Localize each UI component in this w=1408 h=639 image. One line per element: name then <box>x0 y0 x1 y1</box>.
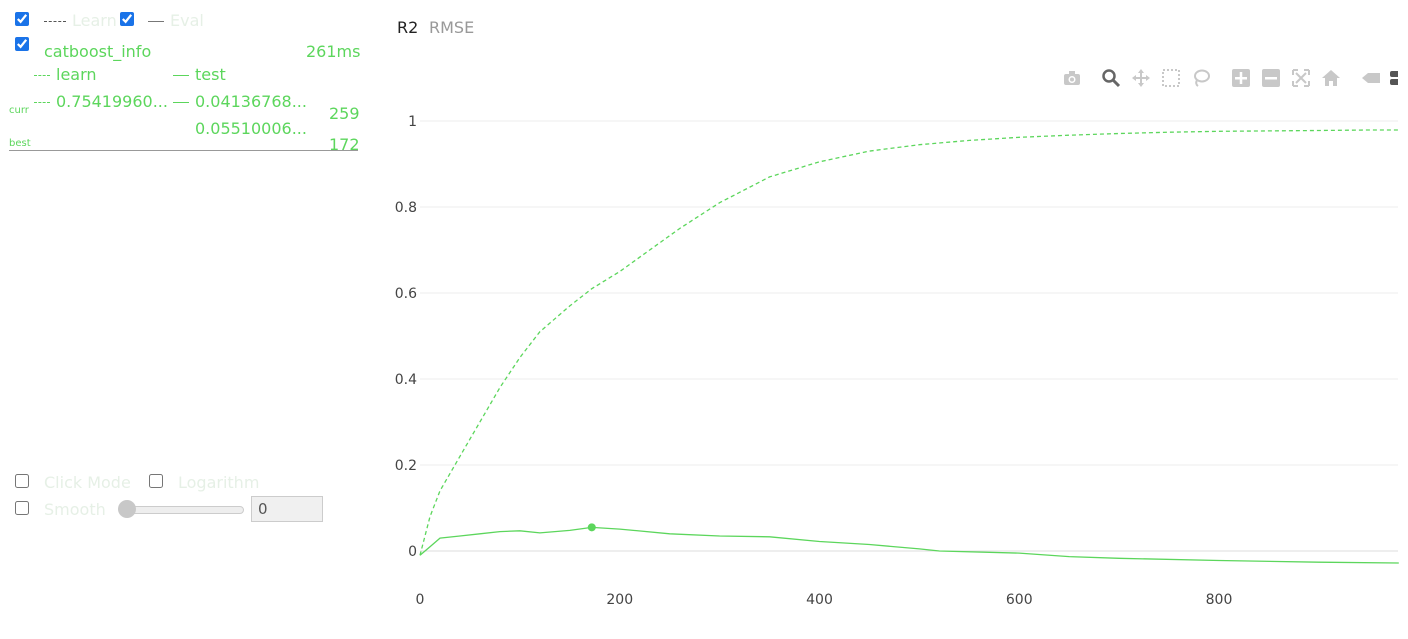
dashed-line-swatch <box>44 21 66 22</box>
learn-toggle-label: Learn <box>72 11 117 30</box>
run-time: 261ms <box>306 42 361 61</box>
series-learn-line <box>419 129 1399 556</box>
smooth-slider-thumb[interactable] <box>118 500 136 518</box>
tab-rmse[interactable]: RMSE <box>429 18 475 37</box>
best-label: best <box>9 138 31 149</box>
test-swatch <box>173 102 189 103</box>
logarithm-checkbox[interactable] <box>149 474 163 488</box>
x-tick-labels: 0 200 400 600 800 <box>416 592 1233 608</box>
reset-axes-icon[interactable] <box>1321 68 1341 88</box>
pan-icon[interactable] <box>1131 68 1151 88</box>
best-point-marker <box>587 523 596 532</box>
curr-test-value: 0.04136768... <box>173 93 307 111</box>
tab-r2[interactable]: R2 <box>397 18 419 37</box>
autoscale-icon[interactable] <box>1291 68 1311 88</box>
zoom-icon[interactable] <box>1101 68 1121 88</box>
run-name: catboost_info <box>44 42 152 61</box>
eval-toggle-label: Eval <box>170 11 204 30</box>
smooth-label: Smooth <box>44 500 106 519</box>
learn-toggle-checkbox[interactable] <box>15 12 29 26</box>
click-mode-label: Click Mode <box>44 473 131 492</box>
y-tick-label: 0.2 <box>395 458 417 474</box>
solid-line-swatch <box>148 21 164 22</box>
y-tick-label: 0.8 <box>395 200 417 216</box>
curr-label: curr <box>9 105 29 116</box>
click-mode-checkbox[interactable] <box>15 474 29 488</box>
zoom-out-icon[interactable] <box>1261 68 1281 88</box>
best-test-value: 0.05510006... <box>195 119 307 138</box>
camera-icon[interactable] <box>1062 68 1082 88</box>
x-tick-label: 600 <box>1006 592 1033 608</box>
y-tick-label: 0.6 <box>395 286 417 302</box>
series-test-line <box>419 526 1399 564</box>
test-swatch <box>173 75 189 76</box>
logarithm-label: Logarithm <box>178 473 260 492</box>
curr-iteration: 259 <box>329 104 360 123</box>
lasso-icon[interactable] <box>1191 68 1211 88</box>
eval-toggle-checkbox[interactable] <box>120 12 134 26</box>
column-test: test <box>173 66 226 84</box>
best-iteration: 172 <box>329 135 360 154</box>
x-tick-label: 400 <box>806 592 833 608</box>
legend-panel: Learn Eval catboost_info 261ms learn tes… <box>0 0 370 639</box>
column-learn: learn <box>34 66 97 84</box>
plot-toolbar <box>1058 0 1408 100</box>
smooth-value-input[interactable] <box>251 496 323 522</box>
learn-toggle: Learn <box>44 12 117 30</box>
gridlines <box>420 120 1398 552</box>
learn-swatch <box>34 102 50 103</box>
eval-toggle: Eval <box>148 12 204 30</box>
spike-lines-icon[interactable] <box>1361 68 1381 88</box>
zoom-in-icon[interactable] <box>1231 68 1251 88</box>
y-tick-label: 0.4 <box>395 372 417 388</box>
best-point[interactable] <box>587 523 596 532</box>
x-tick-label: 200 <box>606 592 633 608</box>
smooth-checkbox[interactable] <box>15 501 29 515</box>
divider <box>9 150 358 151</box>
series-lines <box>419 129 1399 564</box>
y-tick-labels: 0 0.2 0.4 0.6 0.8 1 <box>395 114 417 560</box>
x-tick-label: 0 <box>416 592 425 608</box>
curr-learn-value: 0.75419960... <box>34 93 168 111</box>
box-select-icon[interactable] <box>1161 68 1181 88</box>
hover-compare-icon[interactable] <box>1388 68 1398 88</box>
y-tick-label: 1 <box>408 114 417 130</box>
learn-swatch <box>34 75 50 76</box>
run-checkbox[interactable] <box>15 37 29 51</box>
x-tick-label: 800 <box>1206 592 1233 608</box>
y-tick-label: 0 <box>408 544 417 560</box>
